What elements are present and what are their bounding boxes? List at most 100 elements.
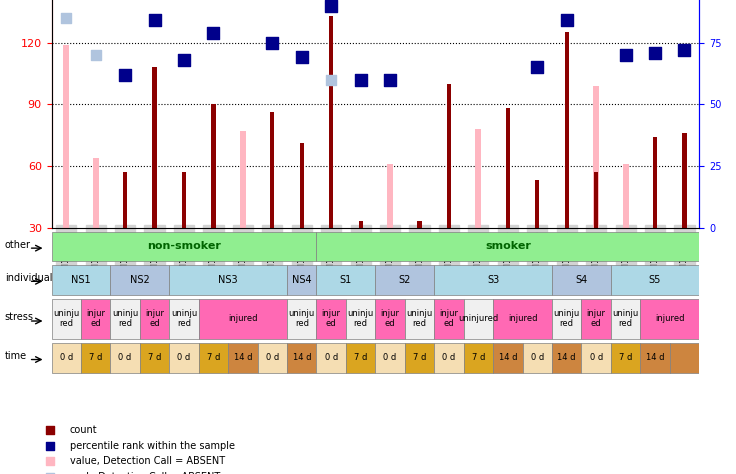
Text: rank, Detection Call = ABSENT: rank, Detection Call = ABSENT (70, 472, 220, 474)
FancyBboxPatch shape (316, 232, 699, 262)
Text: 14 d: 14 d (645, 354, 665, 362)
Bar (93, 158, 99, 228)
Point (649, 49, 661, 56)
FancyBboxPatch shape (316, 264, 375, 295)
Bar (300, 143, 304, 228)
Point (44, 426, 56, 433)
Bar (565, 32, 569, 228)
FancyBboxPatch shape (434, 264, 552, 295)
Text: individual: individual (5, 273, 52, 283)
Text: uninjured: uninjured (459, 314, 498, 323)
Text: S2: S2 (399, 274, 411, 285)
Text: 7 d: 7 d (89, 354, 102, 362)
FancyBboxPatch shape (316, 343, 346, 373)
Text: injur
ed: injur ed (439, 309, 459, 328)
Text: S1: S1 (340, 274, 352, 285)
FancyBboxPatch shape (581, 343, 611, 373)
FancyBboxPatch shape (581, 299, 611, 339)
FancyBboxPatch shape (52, 343, 81, 373)
Point (296, 54, 308, 61)
Point (208, 29, 219, 36)
Text: 7 d: 7 d (148, 354, 161, 362)
FancyBboxPatch shape (287, 264, 316, 295)
Text: time: time (5, 351, 27, 361)
Text: uninju
red: uninju red (53, 309, 79, 328)
FancyBboxPatch shape (52, 264, 110, 295)
Text: uninju
red: uninju red (612, 309, 639, 328)
FancyBboxPatch shape (81, 299, 110, 339)
Text: 7 d: 7 d (472, 354, 485, 362)
Text: uninju
red: uninju red (112, 309, 138, 328)
FancyBboxPatch shape (140, 299, 169, 339)
Text: injur
ed: injur ed (322, 309, 341, 328)
Text: uninju
red: uninju red (171, 309, 197, 328)
Text: 0 d: 0 d (442, 354, 456, 362)
FancyBboxPatch shape (640, 343, 670, 373)
FancyBboxPatch shape (464, 299, 493, 339)
Text: 7 d: 7 d (619, 354, 632, 362)
Bar (506, 109, 510, 228)
Text: NS1: NS1 (71, 274, 91, 285)
FancyBboxPatch shape (523, 343, 552, 373)
FancyBboxPatch shape (552, 264, 611, 295)
Text: 0 d: 0 d (325, 354, 338, 362)
FancyBboxPatch shape (258, 343, 287, 373)
FancyBboxPatch shape (199, 299, 287, 339)
FancyBboxPatch shape (287, 299, 316, 339)
Point (178, 56, 190, 64)
Bar (682, 133, 687, 228)
FancyBboxPatch shape (346, 343, 375, 373)
Point (561, 17, 573, 24)
FancyBboxPatch shape (169, 343, 199, 373)
FancyBboxPatch shape (434, 343, 464, 373)
FancyBboxPatch shape (81, 343, 110, 373)
Text: injur
ed: injur ed (381, 309, 400, 328)
Text: smoker: smoker (485, 241, 531, 252)
Text: 0 d: 0 d (383, 354, 397, 362)
FancyBboxPatch shape (611, 264, 699, 295)
Text: 14 d: 14 d (292, 354, 311, 362)
Text: uninju
red: uninju red (289, 309, 315, 328)
FancyBboxPatch shape (640, 299, 699, 339)
Text: NS3: NS3 (219, 274, 238, 285)
Point (44, 458, 56, 465)
Text: uninju
red: uninju red (553, 309, 580, 328)
FancyBboxPatch shape (52, 232, 316, 262)
FancyBboxPatch shape (493, 343, 523, 373)
FancyBboxPatch shape (434, 299, 464, 339)
FancyBboxPatch shape (169, 264, 287, 295)
FancyBboxPatch shape (52, 299, 81, 339)
Text: 14 d: 14 d (557, 354, 576, 362)
Text: injur
ed: injur ed (145, 309, 164, 328)
FancyBboxPatch shape (464, 343, 493, 373)
Text: 0 d: 0 d (177, 354, 191, 362)
Text: injured: injured (228, 314, 258, 323)
Text: injured: injured (508, 314, 537, 323)
Text: S4: S4 (576, 274, 587, 285)
Text: 0 d: 0 d (118, 354, 132, 362)
Text: injur
ed: injur ed (587, 309, 606, 328)
Bar (211, 104, 216, 228)
Point (620, 51, 631, 59)
Bar (270, 112, 275, 228)
Text: 7 d: 7 d (207, 354, 220, 362)
Text: stress: stress (5, 311, 34, 321)
Bar (358, 221, 363, 228)
FancyBboxPatch shape (611, 299, 640, 339)
Text: uninju
red: uninju red (406, 309, 433, 328)
Text: 7 d: 7 d (354, 354, 367, 362)
Point (149, 17, 160, 24)
Text: uninju
red: uninju red (347, 309, 374, 328)
FancyBboxPatch shape (493, 299, 552, 339)
Bar (329, 16, 333, 228)
FancyBboxPatch shape (375, 264, 434, 295)
Bar (152, 67, 157, 228)
Point (325, 76, 337, 83)
Text: non-smoker: non-smoker (147, 241, 221, 252)
Text: S3: S3 (487, 274, 499, 285)
Bar (123, 172, 127, 228)
Point (325, 2, 337, 9)
Text: 0 d: 0 d (590, 354, 603, 362)
Text: other: other (5, 240, 31, 250)
FancyBboxPatch shape (199, 343, 228, 373)
